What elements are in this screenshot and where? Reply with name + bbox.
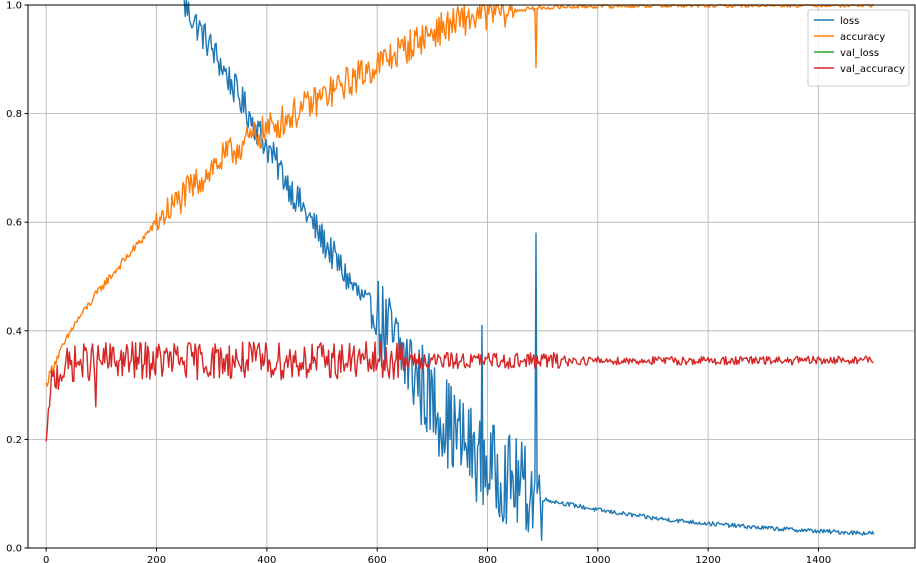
x-tick-label: 1200: [695, 555, 720, 563]
series-line-loss: [183, 0, 875, 541]
y-tick-label: 0.4: [6, 326, 22, 337]
x-tick-label: 800: [478, 555, 497, 563]
x-tick-label: 400: [257, 555, 276, 563]
x-tick-label: 1000: [585, 555, 610, 563]
legend-box: [807, 9, 910, 87]
x-tick-label: 200: [147, 555, 166, 563]
legend-label: loss: [840, 16, 859, 27]
x-tick-label: 600: [368, 555, 387, 563]
series-line-accuracy: [45, 4, 874, 387]
series-lines: [45, 0, 875, 541]
legend: loss accuracy val_loss val_accuracy: [807, 9, 910, 87]
x-tick-label: 1400: [806, 555, 831, 563]
x-tick-label: 0: [43, 555, 49, 563]
y-tick-label: 0.8: [6, 109, 22, 120]
y-tick-label: 0.6: [6, 218, 22, 229]
y-tick-label: 0.2: [6, 435, 22, 446]
legend-label: val_loss: [840, 48, 879, 59]
axis-ticks: 0 200 400 600 800 1000 1200 1400 0.0 0.2 0.4 0.6 0.8…: [6, 1, 831, 563]
legend-label: accuracy: [840, 32, 885, 43]
legend-label: val_accuracy: [840, 64, 905, 75]
series-line-val-accuracy: [45, 341, 874, 442]
y-tick-label: 0.0: [6, 544, 22, 555]
y-tick-label: 1.0: [6, 1, 22, 12]
axes-frame: [27, 4, 916, 549]
